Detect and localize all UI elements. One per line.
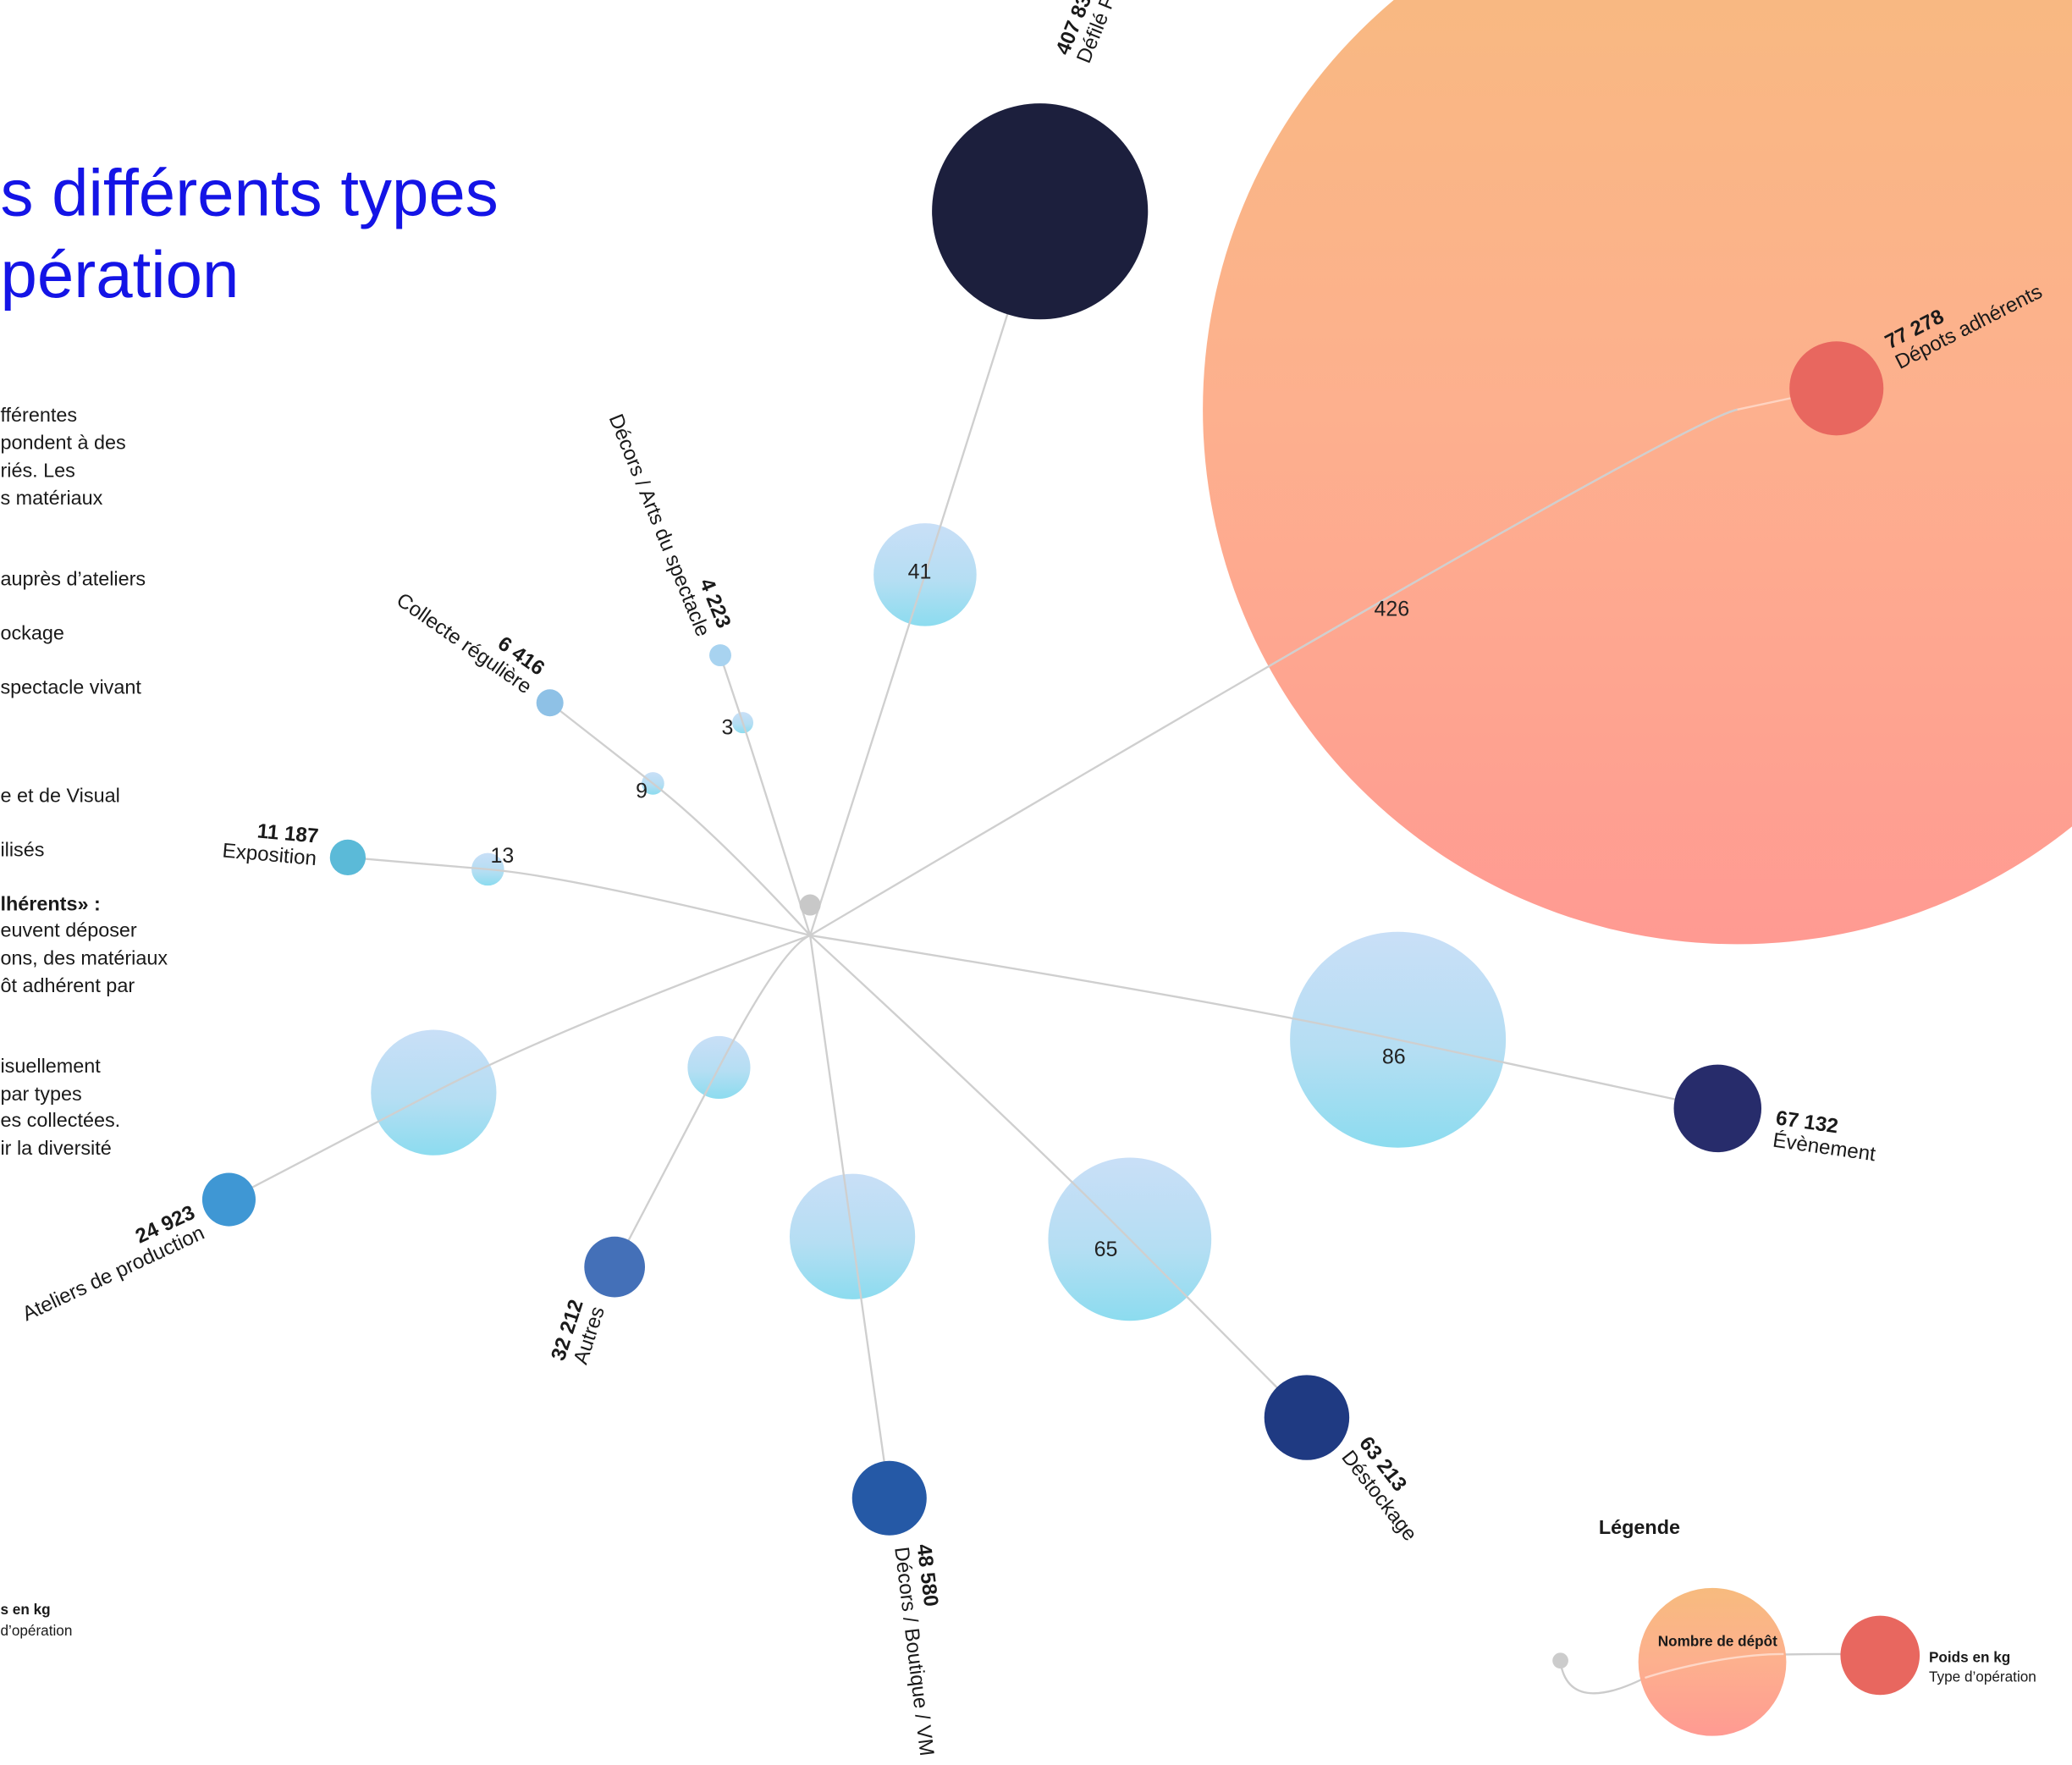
count-label: 13 <box>490 844 514 868</box>
weight-bubble <box>1673 1064 1762 1153</box>
paragraph-line: pondent à des <box>0 432 125 454</box>
link <box>548 702 811 936</box>
link-layer <box>228 211 1837 1498</box>
paragraph-line: ons, des matériaux <box>0 946 168 968</box>
weight-bubble <box>329 839 366 875</box>
paragraph-line: par types <box>0 1083 81 1105</box>
operation-name: Ateliers de production <box>19 1222 207 1326</box>
legend-link <box>1645 1652 1784 1680</box>
paragraph-line: es collectées. <box>0 1109 120 1131</box>
count-label: 426 <box>1375 597 1410 621</box>
paragraph-line: fférentes <box>0 404 77 426</box>
legend-weight <box>1840 1615 1920 1696</box>
count-label: 41 <box>908 560 932 584</box>
paragraph-line: isuellement <box>0 1055 101 1077</box>
count-label: 65 <box>1094 1238 1118 1261</box>
paragraph-line: ockage <box>0 621 63 643</box>
link <box>614 934 811 1268</box>
paragraph-line: ôt adhérent par <box>0 974 135 996</box>
count-bubble <box>1203 0 2072 945</box>
paragraph-line: lhérents» : <box>0 892 100 914</box>
title: pération <box>0 237 239 312</box>
paragraph-line: auprès d’ateliers <box>0 567 146 589</box>
link <box>347 856 811 937</box>
count-label: 3 <box>722 716 734 740</box>
link <box>719 654 812 936</box>
weight-layer <box>201 103 1884 1536</box>
legend-label: Poids en kg <box>1929 1648 2010 1665</box>
link <box>809 935 1308 1419</box>
weight-bubble <box>709 644 731 667</box>
link <box>228 934 811 1201</box>
weight-bubble <box>851 1460 927 1536</box>
weight-bubble <box>584 1236 646 1298</box>
legend-label: Nombre de dépôt <box>1658 1633 1777 1650</box>
link <box>809 934 1718 1110</box>
footer-text: s en kg <box>0 1601 50 1618</box>
link <box>809 408 1738 936</box>
weight-bubble <box>201 1172 256 1227</box>
footer-text: d’opération <box>0 1622 72 1639</box>
weight-bubble <box>1264 1375 1350 1460</box>
paragraph-line: e et de Visual <box>0 784 119 806</box>
weight-bubble <box>932 103 1149 320</box>
count-label: 9 <box>636 780 648 803</box>
count-label: 86 <box>1382 1045 1406 1068</box>
weight-bubble <box>1789 341 1884 436</box>
paragraph-line: ilisés <box>0 838 44 860</box>
legend-title: Légende <box>1599 1516 1680 1538</box>
paragraph-line: s matériaux <box>0 487 102 509</box>
paragraph-line: riés. Les <box>0 459 74 481</box>
link <box>808 935 890 1498</box>
hub <box>799 894 821 916</box>
legend-label: Type d’opération <box>1929 1668 2036 1685</box>
paragraph-line: spectacle vivant <box>0 676 141 698</box>
operation-name: Décors / Arts du spectacle <box>604 411 714 639</box>
link <box>809 211 1041 936</box>
paragraph-line: euvent déposer <box>0 918 136 940</box>
legend-hub <box>1552 1652 1568 1669</box>
weight-label: 11 187 <box>256 819 320 847</box>
weight-bubble <box>536 689 564 717</box>
title: s différents types <box>0 155 498 229</box>
paragraph-line: ir la diversité <box>0 1137 111 1159</box>
